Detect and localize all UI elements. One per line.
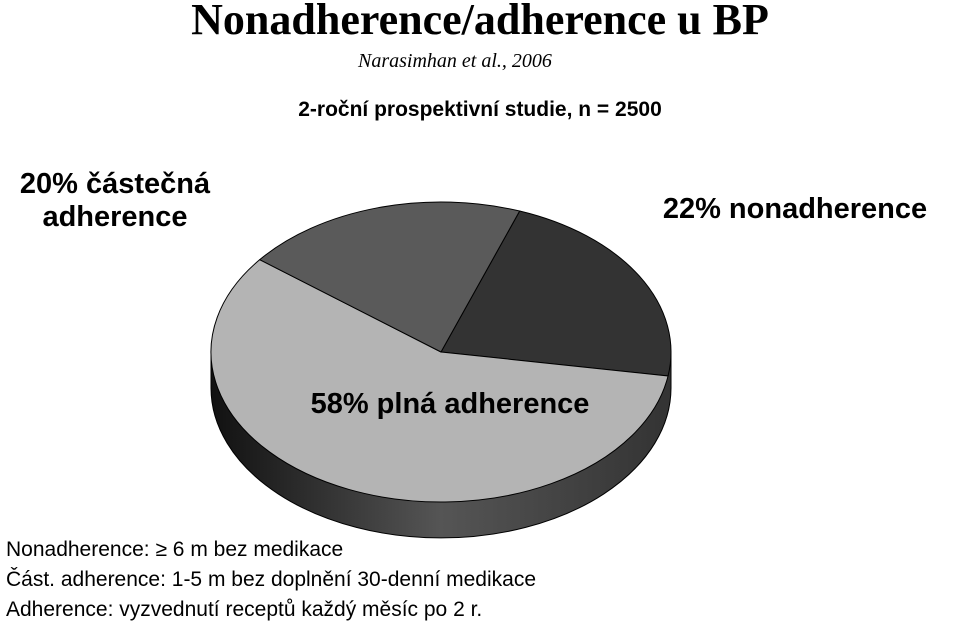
data-label: 20% částečná adherence <box>19 168 211 233</box>
data-label: 22% nonadherence <box>662 193 928 225</box>
title: Nonadherence/adherence u BP <box>191 0 769 44</box>
pie-slice <box>258 201 521 353</box>
note: Část. adherence: 1-5 m bez doplnění 30-d… <box>6 568 536 591</box>
note: Adherence: vyzvednutí receptů každý měsí… <box>6 598 483 621</box>
data-label: 58% plná adherence <box>310 388 590 420</box>
subtitle: Narasimhan et al., 2006 <box>358 50 552 72</box>
note: Nonadherence: ≥ 6 m bez medikace <box>6 538 344 561</box>
study-info: 2-roční prospektivní studie, n = 2500 <box>298 98 662 121</box>
pie-slice <box>210 259 669 503</box>
pie-slice <box>440 210 672 377</box>
